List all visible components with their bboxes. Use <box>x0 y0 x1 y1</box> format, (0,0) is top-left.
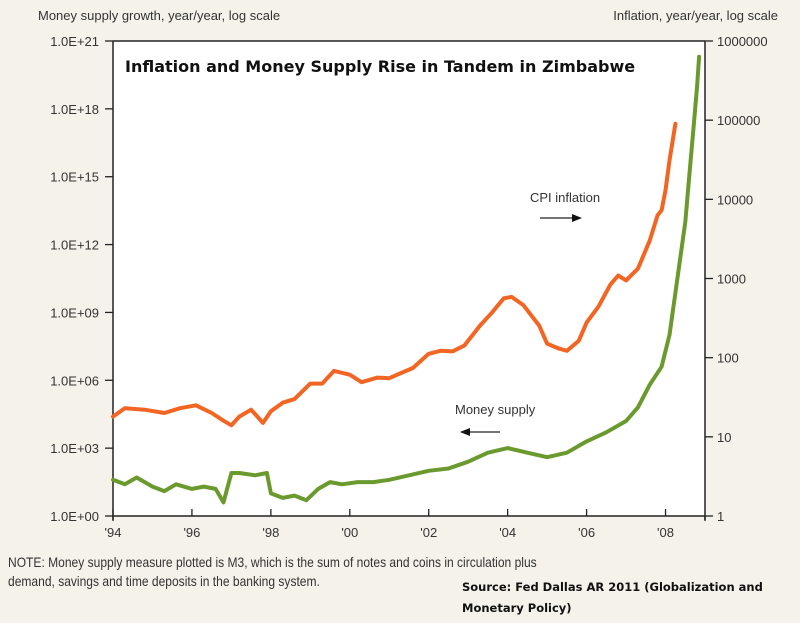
x-tick-label: '96 <box>183 525 200 540</box>
plot-area <box>113 41 705 516</box>
series-line-cpi-inflation <box>111 121 678 428</box>
x-tick-label: '00 <box>341 525 358 540</box>
source-credit: Source: Fed Dallas AR 2011 (Globalizatio… <box>462 580 763 615</box>
right-tick-label: 1000 <box>717 272 746 287</box>
right-axis-title: Inflation, year/year, log scale <box>613 8 778 23</box>
right-tick-label: 10 <box>717 430 731 445</box>
left-tick-label: 1.0E+03 <box>50 441 99 456</box>
x-tick-label: '98 <box>262 525 279 540</box>
right-tick-label: 100000 <box>717 113 760 128</box>
annotation-cpi-inflation: CPI inflation <box>530 190 600 205</box>
left-tick-label: 1.0E+12 <box>50 238 99 253</box>
arrow-right-icon <box>540 214 582 222</box>
x-tick-label: '94 <box>105 525 122 540</box>
right-tick-label: 100 <box>717 351 739 366</box>
left-axis-title: Money supply growth, year/year, log scal… <box>38 8 280 23</box>
left-tick-label: 1.0E+21 <box>50 34 99 49</box>
footnote: NOTE: Money supply measure plotted is M3… <box>8 553 537 591</box>
x-tick-label: '02 <box>420 525 437 540</box>
right-tick-label: 1000000 <box>717 34 768 49</box>
left-tick-label: 1.0E+00 <box>50 509 99 524</box>
plot-frame <box>112 40 706 520</box>
series-line-money-supply <box>111 54 702 505</box>
footnote-line-1: NOTE: Money supply measure plotted is M3… <box>8 554 537 570</box>
x-tick-label: '06 <box>578 525 595 540</box>
right-tick-label: 10000 <box>717 192 753 207</box>
right-tick-label: 1 <box>717 509 724 524</box>
left-tick-label: 1.0E+09 <box>50 305 99 320</box>
left-tick-label: 1.0E+18 <box>50 102 99 117</box>
left-tick-label: 1.0E+15 <box>50 170 99 185</box>
chart-title: Inflation and Money Supply Rise in Tande… <box>125 57 635 76</box>
x-tick-label: '04 <box>499 525 516 540</box>
footnote-line-2: demand, savings and time deposits in the… <box>8 573 320 589</box>
x-tick-label: '08 <box>657 525 674 540</box>
arrow-left-icon <box>460 428 500 436</box>
left-tick-label: 1.0E+06 <box>50 373 99 388</box>
annotation-money-supply: Money supply <box>455 402 536 417</box>
